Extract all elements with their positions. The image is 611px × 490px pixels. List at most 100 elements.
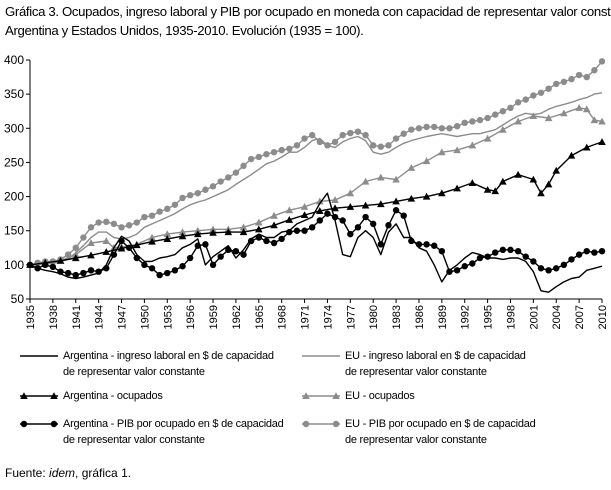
x-tick-label: 1938 — [48, 305, 60, 329]
data-point — [507, 246, 514, 254]
data-point — [118, 237, 125, 245]
data-point — [392, 197, 400, 205]
data-point — [385, 222, 392, 229]
data-point — [598, 138, 606, 145]
data-point — [446, 268, 453, 275]
x-tick-label: 1992 — [460, 305, 472, 329]
data-point — [552, 166, 561, 174]
data-point — [346, 189, 355, 197]
x-tick-label: 1950 — [139, 305, 151, 329]
data-point — [95, 219, 102, 226]
data-point — [72, 244, 79, 251]
series-4 — [26, 207, 606, 279]
data-point — [103, 218, 110, 226]
data-point — [285, 215, 294, 223]
data-point — [278, 146, 285, 154]
data-point — [87, 239, 95, 247]
data-point — [438, 148, 446, 156]
data-point — [431, 242, 438, 249]
data-point — [331, 204, 339, 212]
data-point — [308, 131, 316, 139]
data-point — [491, 187, 500, 195]
data-point — [209, 183, 217, 190]
series-line — [29, 209, 603, 276]
data-point — [132, 241, 141, 249]
data-point — [392, 135, 400, 142]
data-point — [423, 241, 430, 248]
data-point — [591, 67, 598, 74]
series-1 — [30, 92, 603, 266]
data-point — [26, 261, 34, 269]
data-point — [156, 208, 163, 215]
data-point — [263, 151, 270, 158]
data-point — [339, 217, 346, 224]
data-point — [400, 212, 407, 219]
data-point — [71, 254, 80, 262]
data-point — [125, 222, 133, 229]
series-0 — [29, 192, 603, 293]
data-point — [240, 162, 247, 170]
data-point — [270, 239, 278, 247]
data-point — [72, 271, 79, 279]
data-point — [34, 265, 41, 272]
data-point — [232, 248, 240, 255]
x-tick-label: 1986 — [414, 305, 426, 329]
data-point — [598, 248, 606, 255]
data-point — [163, 235, 172, 242]
x-tick-label: 1971 — [300, 305, 312, 329]
data-point — [225, 174, 232, 181]
data-point — [408, 126, 415, 133]
data-point — [469, 118, 476, 125]
data-point — [407, 164, 416, 171]
data-point — [347, 129, 354, 137]
data-point — [545, 85, 552, 92]
data-point — [529, 112, 538, 120]
data-point — [285, 206, 294, 214]
data-point — [484, 114, 491, 122]
data-point — [370, 220, 377, 228]
data-point — [553, 265, 560, 272]
data-point — [582, 143, 591, 151]
data-point — [537, 189, 545, 197]
chart-title-line2: Argentina y Estados Unidos, 1935-2010. E… — [5, 23, 364, 38]
series-5 — [26, 58, 606, 269]
data-point — [514, 117, 522, 125]
data-point — [598, 117, 606, 125]
x-tick-label: 2010 — [597, 305, 609, 329]
data-point — [331, 213, 339, 221]
data-point — [431, 123, 438, 131]
data-point — [392, 207, 400, 214]
x-tick-label: 1947 — [117, 305, 129, 329]
data-point — [293, 142, 301, 149]
data-point — [225, 246, 232, 254]
data-point — [316, 217, 324, 224]
y-tick-label: 400 — [4, 53, 24, 67]
data-point — [148, 265, 156, 272]
x-tick-label: 1941 — [71, 305, 83, 329]
data-point — [324, 142, 331, 149]
data-point — [377, 173, 385, 181]
data-point — [415, 125, 423, 132]
data-point — [423, 123, 430, 131]
data-point — [377, 200, 385, 208]
data-point — [178, 228, 187, 236]
x-tick-label: 1935 — [25, 305, 37, 329]
data-point — [461, 263, 468, 270]
data-point — [247, 155, 255, 163]
data-point — [575, 251, 583, 258]
data-point — [209, 261, 217, 269]
data-point — [171, 201, 179, 208]
x-tick-label: 2004 — [551, 305, 563, 329]
data-point — [239, 223, 248, 231]
data-point — [193, 230, 202, 238]
data-point — [575, 71, 583, 79]
data-point — [209, 228, 217, 236]
data-point — [590, 116, 599, 124]
data-point — [537, 89, 545, 96]
data-point — [34, 259, 41, 267]
chart-title: Gráfica 3. Ocupados, ingreso laboral y P… — [5, 2, 611, 40]
data-point — [102, 248, 111, 255]
data-point — [553, 80, 560, 88]
data-point — [316, 197, 324, 205]
x-tick-label: 1965 — [254, 305, 266, 329]
